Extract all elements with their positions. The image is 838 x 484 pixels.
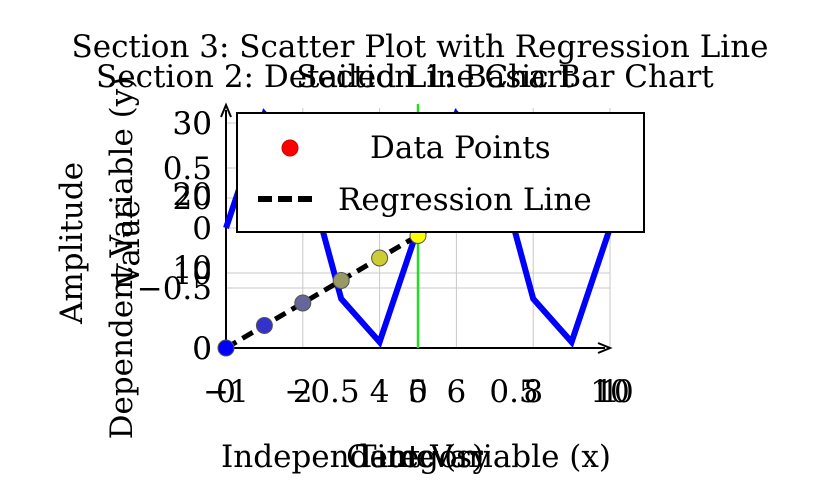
scatter-point [255, 317, 273, 334]
x-axis-arrowhead [597, 342, 613, 354]
y-axis-arrowhead [220, 102, 232, 118]
tick-label: 0 [216, 374, 236, 410]
tick-label: 0.5 [163, 151, 212, 187]
scatter-point [332, 272, 350, 289]
x-label-bar: Category [346, 439, 490, 475]
legend-label-regression-line: Regression Line [338, 182, 592, 218]
legend-label-data-points: Data Points [370, 130, 551, 166]
tick-label: 0 [192, 211, 212, 247]
scatter-point [294, 294, 312, 312]
tick-label: 1 [600, 374, 620, 410]
tick-label: 0 [192, 331, 212, 367]
y-label-bar: Value [111, 200, 147, 287]
title-section-1: Section 1: Basic Bar Chart [296, 59, 714, 95]
x-label-scatter: Independent Variable (x) [221, 439, 611, 475]
tick-label: 20 [173, 181, 212, 217]
y-label-scatter: Dependent Variable (y) [104, 77, 140, 440]
tick-label: 30 [173, 106, 212, 142]
legend-box [236, 112, 645, 233]
tick-label: 0 [408, 374, 428, 410]
scatter-point [217, 339, 235, 357]
tick-label: 10 [173, 250, 212, 286]
scatter-point [371, 249, 389, 267]
tick-label: 10 [594, 374, 633, 410]
tick-label: 2 [293, 374, 313, 410]
tick-label: 0.5 [489, 374, 538, 410]
tick-label: 4 [370, 374, 390, 410]
plot-axes [220, 102, 613, 354]
legend: Data Points Regression Line [236, 112, 645, 233]
tick-label: 30 [173, 106, 212, 142]
legend-marker-data-points [281, 139, 299, 157]
tick-label: 0 [216, 374, 236, 410]
x-label-line: Time (s) [356, 439, 484, 475]
tick-label: 5 [408, 374, 428, 410]
tick-labels: 0 5 10−1 −0.5 0 0.5 10 2 4 6 8 100102030−0.500.5010… [137, 106, 634, 410]
tick-label: −0.5 [284, 374, 359, 410]
tick-label: 10 [173, 256, 212, 292]
tick-label: 6 [447, 374, 467, 410]
title-section-3: Section 3: Scatter Plot with Regression … [71, 29, 768, 65]
tick-label: 8 [523, 374, 543, 410]
tick-label: 20 [173, 177, 212, 213]
tick-label: 0 [192, 331, 212, 367]
y-label-line: Amplitude [54, 162, 90, 325]
tick-label: −1 [203, 374, 249, 410]
tick-label: −0.5 [137, 271, 212, 307]
tick-label: 10 [590, 374, 629, 410]
title-section-2: Section 2: Detailed Line Chart [96, 59, 574, 95]
